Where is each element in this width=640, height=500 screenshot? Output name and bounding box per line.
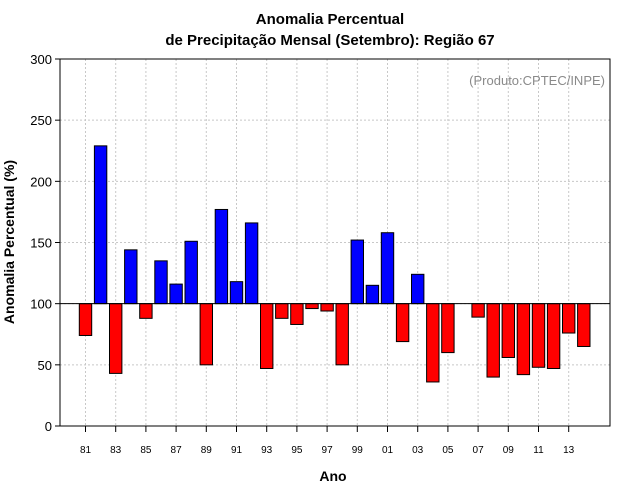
bar-09 — [501, 303, 516, 358]
y-axis: 0 50 100 150 200 250 300 — [30, 52, 60, 434]
bar-99 — [350, 239, 365, 305]
y-tick-label: 250 — [30, 113, 52, 128]
x-tick-label: 93 — [261, 445, 273, 456]
bar-98 — [335, 303, 349, 366]
bar-13 — [562, 303, 576, 334]
x-tick-label: 87 — [171, 445, 183, 456]
x-tick-label: 07 — [473, 445, 485, 456]
y-tick-label: 200 — [30, 174, 52, 189]
bar-86 — [154, 260, 168, 305]
bar-93 — [260, 303, 274, 370]
bar-81 — [78, 303, 93, 336]
x-tick-label: 95 — [291, 445, 303, 456]
y-tick-label: 100 — [30, 297, 52, 312]
bar-95 — [290, 303, 304, 325]
source-note: (Produto:CPTEC/INPE) — [469, 73, 605, 88]
bar-07 — [471, 303, 485, 318]
bar-89 — [199, 303, 214, 366]
bar-11 — [531, 303, 546, 368]
bar-94 — [275, 303, 289, 319]
x-tick-label: 99 — [352, 445, 364, 456]
y-tick-label: 0 — [45, 419, 52, 434]
bar-04 — [426, 303, 440, 383]
bar-92 — [244, 222, 259, 305]
y-axis-label: Anomalia Percentual (%) — [1, 160, 17, 324]
bar-14 — [577, 303, 591, 347]
chart-title: Anomalia Percentual — [256, 11, 404, 28]
y-tick-label: 150 — [30, 236, 52, 251]
x-tick-label: 81 — [80, 445, 92, 456]
bar-85 — [139, 303, 153, 319]
bar-88 — [184, 240, 198, 305]
x-tick-label: 03 — [412, 445, 424, 456]
bar-97 — [320, 303, 334, 312]
x-tick-label: 97 — [322, 445, 334, 456]
bar-02 — [395, 303, 410, 343]
bar-08 — [486, 303, 500, 378]
chart-subtitle: de Precipitação Mensal (Setembro): Regiã… — [165, 32, 494, 49]
x-tick-label: 11 — [533, 445, 544, 456]
bar-82 — [93, 145, 108, 305]
x-axis-label: Ano — [319, 468, 346, 484]
bar-10 — [516, 303, 531, 376]
x-tick-label: 01 — [382, 445, 394, 456]
x-tick-label: 83 — [110, 445, 122, 456]
y-tick-label: 300 — [30, 52, 52, 67]
x-tick-label: 05 — [442, 445, 454, 456]
x-tick-label: 13 — [563, 445, 575, 456]
x-tick-label: 09 — [503, 445, 515, 456]
bar-03 — [411, 273, 425, 305]
bar-01 — [380, 232, 395, 305]
x-tick-label: 91 — [231, 445, 243, 456]
bar-00 — [365, 284, 380, 305]
y-tick-label: 50 — [38, 358, 52, 373]
bar-05 — [441, 303, 455, 354]
bar-12 — [546, 303, 561, 370]
bar-96 — [305, 303, 319, 310]
bar-91 — [229, 281, 244, 305]
bars — [78, 145, 591, 383]
x-tick-label: 89 — [201, 445, 213, 456]
bar-90 — [214, 208, 229, 305]
x-axis: 81 83 85 87 89 91 93 95 97 99 01 03 05 07 09 11 13 — [80, 426, 575, 456]
bar-84 — [124, 249, 138, 305]
x-tick-label: 85 — [140, 445, 152, 456]
bar-87 — [169, 283, 183, 305]
bar-83 — [109, 303, 123, 374]
